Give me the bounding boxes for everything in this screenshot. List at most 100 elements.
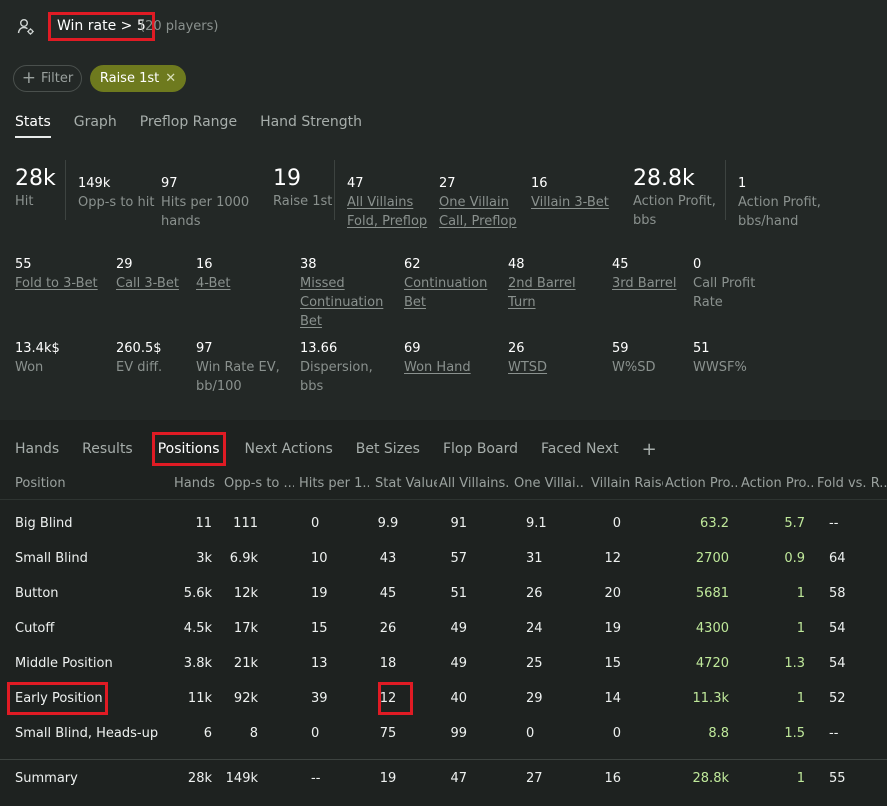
stat-4bet[interactable]: 16 4-Bet: [196, 257, 231, 291]
stat-wwsf: 51 WWSF%: [693, 341, 747, 375]
table-cell: 21k: [233, 656, 258, 671]
table-cell: 15: [311, 621, 328, 636]
table-row[interactable]: Button 5.6k 12k 19 45 51 26 20 5681 1 58: [0, 576, 887, 611]
table-cell: 24: [526, 621, 543, 636]
table-cell: 11k: [187, 691, 212, 706]
table-row[interactable]: Cutoff 4.5k 17k 15 26 49 24 19 4300 1 54: [0, 611, 887, 646]
chip-label: Raise 1st: [99, 71, 160, 86]
divider: [334, 160, 335, 220]
table-cell: 16: [604, 771, 621, 786]
table-cell: 11: [195, 516, 212, 531]
col-one-villain[interactable]: One Villai...: [514, 476, 584, 491]
tab-graph[interactable]: Graph: [73, 114, 117, 130]
table-cell: 1.3: [784, 656, 805, 671]
stat-all-villains-fold[interactable]: 47 All Villains Fold, Preflop: [347, 176, 428, 229]
table-cell: 27: [526, 771, 543, 786]
col-hands[interactable]: Hands: [174, 476, 216, 491]
table-cell: 19: [604, 621, 621, 636]
position-name: Button: [15, 586, 59, 601]
stat-win-rate-ev: 97 Win Rate EV, bb/100: [196, 341, 280, 394]
stat-villain-3bet[interactable]: 16 Villain 3-Bet: [531, 176, 609, 210]
table-cell: --: [829, 516, 839, 531]
table-row[interactable]: Small Blind 3k 6.9k 10 43 57 31 12 2700 0.9 64: [0, 541, 887, 576]
stat-action-profit-hand: 1 Action Profit, bbs/hand: [738, 176, 821, 229]
table-cell: 31: [526, 551, 543, 566]
stat-wsd: 59 W%SD: [612, 341, 656, 375]
add-filter-button[interactable]: + Filter: [13, 65, 82, 92]
tab-results[interactable]: Results: [82, 441, 133, 457]
col-fold-vs-raise[interactable]: Fold vs. R...: [817, 476, 887, 491]
tab-faced-next[interactable]: Faced Next: [540, 441, 619, 457]
table-cell: 26: [526, 586, 543, 601]
table-cell: 0: [311, 726, 320, 741]
col-stat-value[interactable]: Stat Value: [375, 476, 437, 491]
plus-icon: +: [21, 68, 37, 88]
table-cell: 26: [379, 621, 397, 636]
table-cell: 0: [612, 516, 621, 531]
col-hits-per[interactable]: Hits per 1...: [299, 476, 369, 491]
stat-won-hand[interactable]: 69 Won Hand: [404, 341, 471, 375]
table-cell: 55: [829, 771, 846, 786]
col-opps[interactable]: Opp-s to ...: [224, 476, 294, 491]
stat-hit: 28k Hit: [15, 166, 56, 209]
table-row[interactable]: Early Position 11k 92k 39 12 40 29 14 11.3k 1 52: [0, 681, 887, 716]
stat-missed-cbet[interactable]: 38 Missed Continuation Bet: [300, 257, 384, 329]
table-cell: 1: [796, 691, 805, 706]
col-all-villains[interactable]: All Villains...: [439, 476, 509, 491]
position-name: Small Blind: [15, 551, 88, 566]
stat-2nd-barrel[interactable]: 48 2nd Barrel Turn: [508, 257, 576, 310]
close-icon[interactable]: ✕: [165, 71, 177, 86]
table-cell: 4300: [695, 621, 729, 636]
col-action-profit[interactable]: Action Pro...: [665, 476, 737, 491]
tab-hand-strength[interactable]: Hand Strength: [260, 114, 362, 130]
stat-one-villain-call[interactable]: 27 One Villain Call, Preflop: [439, 176, 517, 229]
table-row[interactable]: Middle Position 3.8k 21k 13 18 49 25 15 4720 1.3 5…: [0, 646, 887, 681]
table-cell: 3.8k: [183, 656, 212, 671]
col-position[interactable]: Position: [15, 476, 66, 491]
stat-fold-to-3bet[interactable]: 55 Fold to 3-Bet: [15, 257, 98, 291]
divider: [725, 160, 726, 220]
table-cell: 19: [311, 586, 328, 601]
table-cell: 5681: [695, 586, 729, 601]
table-cell: 8: [249, 726, 258, 741]
col-action-profit-hand[interactable]: Action Pro...: [741, 476, 813, 491]
table-row[interactable]: Small Blind, Heads-up 6 8 0 75 99 0 0 8.8 1.5 --: [0, 716, 887, 751]
stat-wtsd[interactable]: 26 WTSD: [508, 341, 548, 375]
table-cell: 10: [311, 551, 328, 566]
table-row[interactable]: Big Blind 11 111 0 9.9 91 9.1 0 63.2 5.7 --: [0, 506, 887, 541]
filter-title[interactable]: Win rate > 5: [48, 12, 155, 41]
table-cell: 91: [450, 516, 467, 531]
table-cell: 18: [379, 656, 397, 671]
position-name: Early Position: [15, 691, 103, 706]
table-cell: 9.9: [377, 516, 399, 531]
stat-action-profit: 28.8k Action Profit, bbs: [633, 166, 716, 228]
table-cell: 0: [526, 726, 535, 741]
tab-stats[interactable]: Stats: [15, 114, 51, 138]
players-count: (20 players): [140, 19, 219, 34]
col-villain-raise[interactable]: Villain Raise: [591, 476, 663, 491]
tab-hands[interactable]: Hands: [15, 441, 60, 457]
table-cell: 11.3k: [692, 691, 729, 706]
raise-first-chip[interactable]: Raise 1st ✕: [90, 65, 186, 92]
tab-preflop-range[interactable]: Preflop Range: [139, 114, 238, 130]
table-cell: 2700: [695, 551, 729, 566]
tab-next-actions[interactable]: Next Actions: [244, 441, 333, 457]
summary-row[interactable]: Summary 28k 149k -- 19 47 27 16 28.8k 1 55: [0, 761, 887, 796]
table-cell: 12: [604, 551, 621, 566]
table-cell: 12: [379, 691, 397, 706]
stat-3rd-barrel[interactable]: 45 3rd Barrel: [612, 257, 677, 291]
user-settings-icon[interactable]: [17, 18, 35, 36]
tab-flop-board[interactable]: Flop Board: [442, 441, 518, 457]
table-cell: 28k: [187, 771, 212, 786]
stat-call-3bet[interactable]: 29 Call 3-Bet: [116, 257, 179, 291]
table-cell: 5.7: [784, 516, 805, 531]
table-cell: 39: [311, 691, 328, 706]
tab-positions[interactable]: Positions: [151, 432, 226, 466]
stat-hits-per-1000: 97 Hits per 1000 hands: [161, 176, 250, 229]
add-tab-icon[interactable]: +: [641, 438, 657, 460]
stat-continuation-bet[interactable]: 62 Continuation Bet: [404, 257, 488, 310]
table-cell: 0: [311, 516, 320, 531]
table-cell: 6.9k: [229, 551, 258, 566]
tab-bet-sizes[interactable]: Bet Sizes: [355, 441, 420, 457]
table-cell: 52: [829, 691, 846, 706]
